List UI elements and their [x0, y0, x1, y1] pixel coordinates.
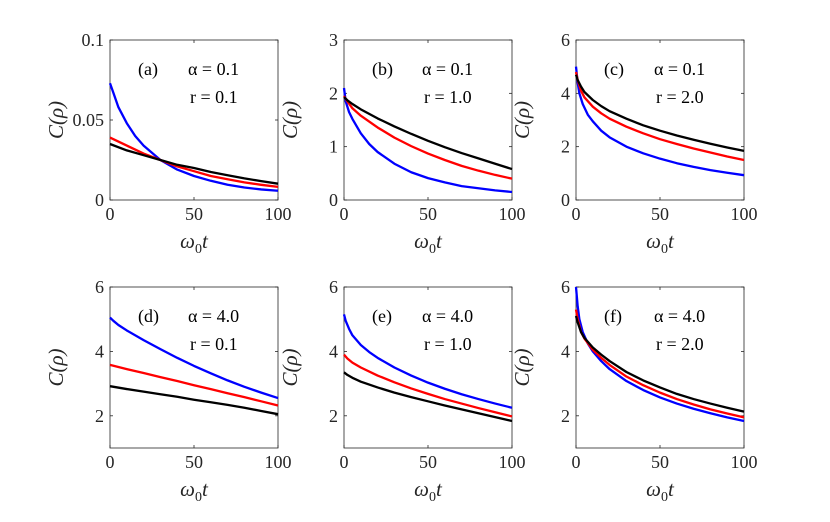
y-tick-label: 6 [95, 277, 104, 297]
x-tick-label: 50 [419, 452, 437, 472]
y-axis-label: C(ρ) [44, 348, 68, 386]
series-line-blue [342, 314, 513, 409]
panel-tag: (a) [138, 59, 158, 80]
series-line-black [574, 315, 745, 413]
panel-tag: (f) [604, 306, 622, 327]
x-axis-label: ω0t [646, 229, 675, 257]
panel-a: 0 50 100 0 0.05 0.1 ω0t C(ρ) (a) α = 0.1 r = 0.1 [44, 30, 292, 257]
x-tick-label: 0 [572, 204, 581, 224]
series-line-black [343, 371, 513, 423]
series-line-red [109, 363, 279, 407]
x-axis-label: ω0t [180, 477, 209, 505]
series-line-black [343, 96, 513, 171]
alpha-annotation: α = 0.1 [654, 59, 705, 79]
y-tick-label: 4 [561, 341, 570, 361]
x-tick-label: 0 [340, 452, 349, 472]
alpha-annotation: α = 4.0 [654, 306, 705, 326]
x-axis-label: ω0t [180, 229, 209, 257]
y-tick-label: 1 [329, 137, 338, 157]
x-axis-label: ω0t [414, 229, 443, 257]
panel-d: 0 50 100 2 4 6 ω0t C(ρ) (d) α = 4.0 r = 0.1 [44, 277, 292, 505]
series-line-red [343, 95, 513, 180]
alpha-annotation: α = 0.1 [422, 59, 473, 79]
x-tick-label: 50 [651, 204, 669, 224]
y-axis-label: C(ρ) [510, 348, 534, 386]
x-tick-label: 100 [499, 204, 526, 224]
alpha-annotation: α = 0.1 [188, 59, 239, 79]
series-line-blue [108, 82, 279, 192]
y-axis-label: C(ρ) [278, 348, 302, 386]
series-line-blue [342, 87, 513, 194]
y-tick-label: 0.05 [73, 110, 105, 130]
x-tick-label: 0 [106, 204, 115, 224]
series-line-red [109, 136, 279, 189]
x-tick-label: 100 [499, 452, 526, 472]
series-line-black [109, 385, 279, 416]
y-tick-label: 2 [329, 83, 338, 103]
y-tick-label: 2 [561, 406, 570, 426]
y-tick-label: 6 [561, 30, 570, 50]
y-tick-label: 6 [329, 277, 338, 297]
y-tick-label: 2 [95, 406, 104, 426]
alpha-annotation: α = 4.0 [188, 306, 239, 326]
panel-tag: (d) [138, 306, 159, 327]
x-tick-label: 0 [106, 452, 115, 472]
series-line-blue [574, 286, 745, 423]
y-tick-label: 0.1 [82, 30, 105, 50]
panel-tag: (e) [372, 306, 392, 327]
x-axis-label: ω0t [646, 477, 675, 505]
panel-tag: (b) [372, 59, 393, 80]
y-axis-label: C(ρ) [510, 101, 534, 139]
y-tick-label: 0 [95, 190, 104, 210]
r-annotation: r = 1.0 [424, 334, 472, 354]
panel-tag: (c) [604, 59, 624, 80]
x-tick-label: 50 [185, 452, 203, 472]
r-annotation: r = 2.0 [656, 87, 704, 107]
panel-f: 0 50 100 2 4 6 ω0t C(ρ) (f) α = 4.0 r = 2.0 [510, 277, 758, 505]
y-tick-label: 4 [329, 341, 338, 361]
x-tick-label: 100 [731, 204, 758, 224]
series-line-blue [109, 316, 279, 400]
x-tick-label: 100 [265, 452, 292, 472]
x-tick-label: 100 [731, 452, 758, 472]
r-annotation: r = 1.0 [424, 87, 472, 107]
r-annotation: r = 0.1 [190, 87, 238, 107]
x-tick-label: 0 [572, 452, 581, 472]
y-tick-label: 4 [95, 341, 104, 361]
series-line-blue [574, 66, 745, 177]
panel-b: 0 50 100 0 1 2 3 ω0t C(ρ) (b) α = 0.1 r = 1.0 [278, 30, 526, 257]
y-tick-label: 3 [329, 30, 338, 50]
y-axis-label: C(ρ) [278, 101, 302, 139]
series-line-black [574, 74, 745, 153]
y-tick-label: 6 [561, 277, 570, 297]
series-line-red [343, 353, 513, 418]
x-tick-label: 50 [419, 204, 437, 224]
alpha-annotation: α = 4.0 [422, 306, 473, 326]
panel-e: 0 50 100 2 4 6 ω0t C(ρ) (e) α = 4.0 r = 1.0 [278, 277, 526, 505]
x-axis-label: ω0t [414, 477, 443, 505]
y-axis-label: C(ρ) [44, 101, 68, 139]
x-tick-label: 50 [185, 204, 203, 224]
y-tick-label: 2 [561, 137, 570, 157]
x-tick-label: 0 [340, 204, 349, 224]
y-tick-label: 4 [561, 83, 570, 103]
panel-c: 0 50 100 0 2 4 6 ω0t C(ρ) (c) α = 0.1 r = 2.0 [510, 30, 758, 257]
r-annotation: r = 2.0 [656, 334, 704, 354]
y-tick-label: 0 [329, 190, 338, 210]
y-tick-label: 0 [561, 190, 570, 210]
series-line-black [109, 142, 279, 185]
y-tick-label: 2 [329, 406, 338, 426]
x-tick-label: 50 [651, 452, 669, 472]
series-line-red [574, 71, 745, 162]
x-tick-label: 100 [265, 204, 292, 224]
r-annotation: r = 0.1 [190, 334, 238, 354]
